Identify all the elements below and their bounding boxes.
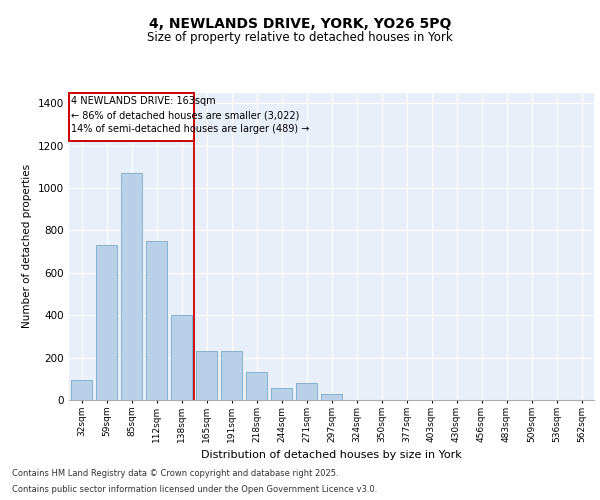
- Text: 4, NEWLANDS DRIVE, YORK, YO26 5PQ: 4, NEWLANDS DRIVE, YORK, YO26 5PQ: [149, 18, 451, 32]
- Bar: [196, 351, 217, 400]
- Text: 4 NEWLANDS DRIVE: 163sqm: 4 NEWLANDS DRIVE: 163sqm: [71, 96, 215, 106]
- Bar: [71, 380, 92, 400]
- Bar: [321, 394, 342, 400]
- Text: ← 86% of detached houses are smaller (3,022): ← 86% of detached houses are smaller (3,…: [71, 110, 299, 120]
- Bar: [171, 315, 192, 400]
- Bar: [296, 383, 317, 400]
- Text: Contains public sector information licensed under the Open Government Licence v3: Contains public sector information licen…: [12, 485, 377, 494]
- Text: Contains HM Land Registry data © Crown copyright and database right 2025.: Contains HM Land Registry data © Crown c…: [12, 468, 338, 477]
- Bar: [271, 388, 292, 400]
- Bar: [246, 372, 267, 400]
- Bar: [221, 351, 242, 400]
- Bar: [69, 92, 194, 142]
- Bar: [121, 173, 142, 400]
- Y-axis label: Number of detached properties: Number of detached properties: [22, 164, 32, 328]
- Bar: [146, 241, 167, 400]
- Text: Size of property relative to detached houses in York: Size of property relative to detached ho…: [147, 31, 453, 44]
- Text: 14% of semi-detached houses are larger (489) →: 14% of semi-detached houses are larger (…: [71, 124, 310, 134]
- X-axis label: Distribution of detached houses by size in York: Distribution of detached houses by size …: [201, 450, 462, 460]
- Bar: [96, 245, 117, 400]
